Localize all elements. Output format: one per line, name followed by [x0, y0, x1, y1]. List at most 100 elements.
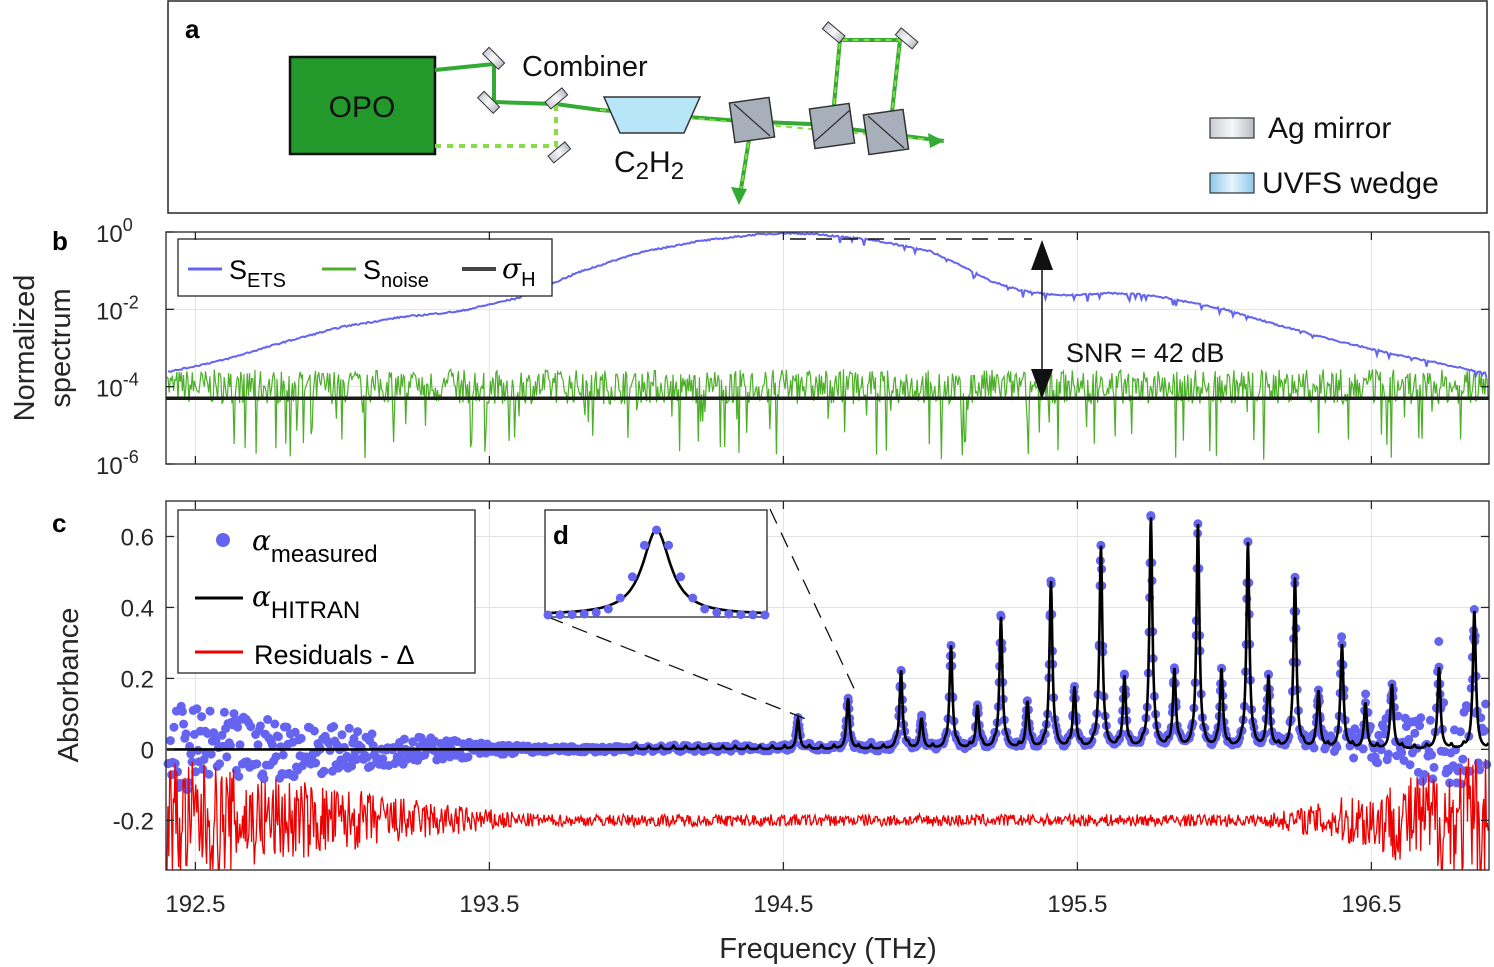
measured-point — [233, 722, 243, 732]
snr-label: SNR = 42 dB — [1066, 338, 1224, 368]
measured-point — [1337, 632, 1347, 642]
measured-peak-point — [996, 612, 1006, 622]
measured-point — [198, 764, 208, 774]
snr-arrow-down — [1031, 369, 1053, 399]
panel-b-ylabel-2: spectrum — [45, 288, 77, 407]
measured-point — [1482, 760, 1492, 769]
measured-point — [349, 734, 359, 743]
inset-point — [712, 608, 722, 617]
panel-b-yticks: 100 10-2 10-4 10-6 — [96, 215, 1489, 480]
main-beam — [434, 61, 945, 143]
measured-point — [1373, 758, 1383, 768]
measured-point — [1458, 754, 1468, 764]
legend-wedge-swatch — [1209, 172, 1255, 194]
measured-point — [1479, 726, 1489, 736]
measured-point — [246, 722, 256, 732]
measured-point — [219, 707, 229, 717]
measured-point — [1397, 748, 1407, 758]
measured-peak-point — [1469, 605, 1479, 614]
legend-wedge-label: UVFS wedge — [1262, 167, 1439, 200]
combiner-label: Combiner — [522, 51, 648, 83]
measured-point — [191, 767, 201, 777]
inset-point — [567, 610, 577, 620]
measured-point — [259, 774, 269, 784]
inset-point — [627, 572, 637, 582]
measured-point — [1332, 742, 1342, 752]
gas-label: C2H2 — [614, 146, 684, 185]
measured-peak-point — [1243, 537, 1253, 547]
panel-c-ytick-label: 0.4 — [121, 595, 154, 622]
snr-arrow-up — [1031, 240, 1053, 270]
panel-b-ylabel-1: Normalized — [9, 275, 41, 422]
inset-point — [555, 610, 565, 620]
measured-point — [253, 740, 263, 750]
measured-point — [1376, 745, 1386, 755]
panel-c-legend: αmeasured αHITRAN Residuals - Δ — [177, 509, 476, 674]
measured-peak-point — [1193, 519, 1203, 529]
panel-c: 0.6 0.4 0.2 0 -0.2 192.5 193.5 194.5 195.5 196.5… — [52, 232, 1492, 965]
legend-hitran: αHITRAN — [252, 580, 360, 624]
measured-point — [271, 752, 281, 762]
measured-point — [1463, 703, 1473, 713]
measured-point — [1410, 728, 1420, 738]
measured-point — [1475, 765, 1485, 775]
measured-point — [229, 709, 239, 719]
measured-point — [1455, 727, 1465, 737]
inset-point — [591, 608, 601, 617]
inset-point — [748, 610, 758, 620]
legend-measured: αmeasured — [252, 524, 378, 568]
inset-point — [676, 572, 686, 582]
panel-b-ytick-label: 10-6 — [96, 447, 139, 480]
mirror-2 — [476, 90, 501, 115]
inset-point — [615, 593, 625, 603]
measured-peak-point — [1146, 512, 1156, 522]
measured-point — [169, 722, 179, 732]
measured-point — [1405, 760, 1415, 770]
inset-point — [760, 610, 770, 620]
inset-point — [688, 593, 698, 603]
measured-point — [1379, 722, 1389, 732]
measured-peak-point — [1290, 572, 1300, 582]
inset-point — [724, 609, 734, 619]
measured-point — [1361, 689, 1371, 699]
panel-b-ytick-label: 10-2 — [96, 292, 139, 325]
measured-point — [1383, 749, 1393, 759]
reference-beam — [435, 104, 558, 148]
inset-point — [664, 540, 674, 550]
s-noise-series — [166, 368, 1489, 460]
measured-point — [353, 727, 363, 737]
measured-point — [1481, 699, 1491, 709]
measured-point — [399, 734, 409, 744]
panel-a-frame — [167, 0, 1488, 214]
measured-point — [270, 719, 280, 729]
panel-b-axes — [165, 231, 1490, 465]
panel-c-axes — [165, 500, 1490, 871]
measured-point — [367, 729, 377, 739]
alpha-hitran-series — [167, 517, 1490, 751]
measured-point — [222, 752, 232, 762]
inset-point — [603, 604, 613, 614]
measured-point — [347, 761, 357, 771]
panel-b-label: b — [52, 226, 68, 256]
panel-c-yticks: 0.6 0.4 0.2 0 -0.2 — [113, 524, 1489, 835]
measured-peak-point — [1096, 540, 1106, 550]
inset-point — [543, 610, 553, 620]
measured-point — [368, 741, 378, 751]
measured-point — [267, 740, 277, 750]
measured-point — [175, 778, 185, 788]
inset-d-label: d — [553, 520, 569, 550]
beamsplitter-3 — [862, 108, 910, 156]
measured-point — [255, 721, 265, 731]
inset-measured-points — [543, 525, 770, 620]
reflected-arrow — [731, 187, 747, 205]
panel-b: SNR = 42 dB 100 10-2 10-4 10-6 b Normalized… — [9, 215, 1490, 480]
measured-point — [1425, 715, 1435, 725]
panel-c-xtick-label: 196.5 — [1341, 891, 1401, 918]
mirror-4 — [821, 21, 846, 44]
inset-point — [736, 610, 746, 620]
measured-point — [1419, 770, 1429, 779]
measured-peak-point — [1169, 663, 1179, 673]
measured-point — [252, 759, 262, 769]
panel-c-ytick-label: 0.6 — [121, 524, 154, 551]
inset-zoom-line-1 — [547, 616, 807, 720]
